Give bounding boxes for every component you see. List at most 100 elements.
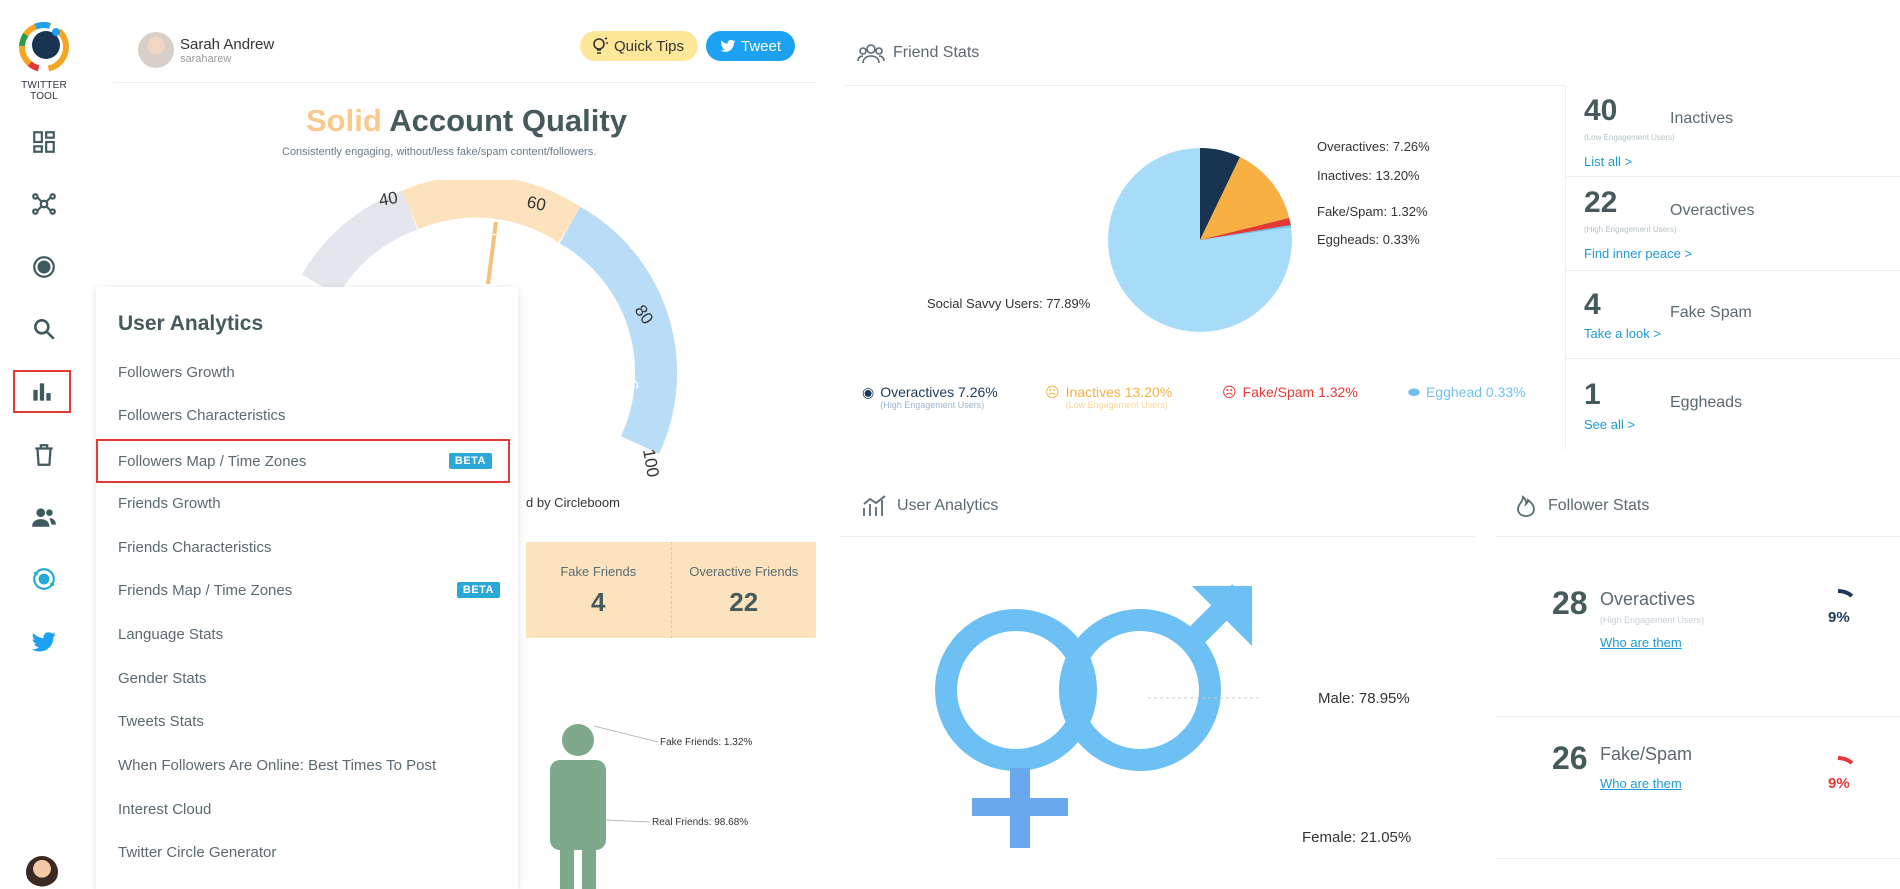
user-avatar[interactable] <box>26 856 58 888</box>
stat-label: Fake Spam <box>1670 304 1752 321</box>
fake-spam-ring <box>1837 755 1854 765</box>
quality-level: Solid <box>306 103 382 138</box>
stat-value: 4 <box>1584 288 1601 321</box>
pie-label-inactives: Inactives: 13.20% <box>1317 168 1420 183</box>
pie-label-fake: Fake/Spam: 1.32% <box>1317 204 1428 219</box>
menu-item-language-stats[interactable]: Language Stats <box>96 615 516 653</box>
stat-value: 22 <box>1584 186 1618 219</box>
menu-item-followers-characteristics[interactable]: Followers Characteristics <box>96 396 516 434</box>
follower-stat-fake-spam: 26 Fake/Spam Who are them 9% <box>1552 740 1892 840</box>
sad-face-icon: ☹ <box>1045 384 1060 400</box>
stat-row-inactives: 40 Inactives (Low Engagement Users) List… <box>1570 86 1900 176</box>
stat-label: Overactives <box>1600 589 1696 609</box>
stat-value: 1 <box>1584 378 1601 411</box>
flame-icon <box>1517 495 1535 517</box>
app-logo-icon[interactable] <box>18 20 70 72</box>
header-divider <box>113 82 816 83</box>
fake-friends-label: Fake Friends <box>560 564 637 579</box>
menu-item-followers-growth[interactable]: Followers Growth <box>96 353 516 391</box>
twitter-icon[interactable] <box>26 624 62 660</box>
search-icon[interactable] <box>26 311 62 347</box>
legend-label: Egghead 0.33% <box>1425 384 1526 400</box>
legend-sub: (High Engagement Users) <box>880 400 985 410</box>
overactive-friends-card: Overactive Friends 22 <box>672 542 817 638</box>
menu-item-label: Followers Characteristics <box>118 406 286 424</box>
twitter-bird-icon <box>720 40 736 52</box>
friend-stats-title: Friend Stats <box>857 41 979 65</box>
fake-friends-pct: Fake Friends: 1.32% <box>660 737 752 748</box>
analytics-chart-icon <box>863 495 886 516</box>
account-quality-title: Solid Account Quality <box>306 103 627 139</box>
friends-group-icon <box>857 44 885 64</box>
find-inner-peace-link[interactable]: Find inner peace > <box>1584 246 1693 261</box>
gauge-label-solid: SOLID <box>464 217 514 242</box>
menu-item-followers-map[interactable]: Followers Map / Time Zones BETA <box>96 439 510 483</box>
lightbulb-icon: ◉ <box>862 384 875 400</box>
menu-item-best-times[interactable]: When Followers Are Online: Best Times To… <box>96 746 516 784</box>
profile-handle: saraharew <box>180 52 232 65</box>
stat-label: Eggheads <box>1670 394 1743 411</box>
quality-gauge: 40 60 80 100 SOLID OUTSTANDING <box>301 180 678 479</box>
legend-sub: (Low Engagement Users) <box>1065 400 1168 410</box>
male-pct: Male: 78.95% <box>1318 690 1410 707</box>
quick-tips-button[interactable]: Quick Tips <box>580 31 699 61</box>
menu-item-label: Friends Map / Time Zones <box>118 581 293 599</box>
fake-friends-card: Fake Friends 4 <box>526 542 672 638</box>
menu-item-circle-generator[interactable]: Twitter Circle Generator <box>96 833 516 871</box>
dashboard-icon[interactable] <box>26 124 62 160</box>
menu-item-friends-growth[interactable]: Friends Growth <box>96 484 516 522</box>
profile-avatar <box>138 32 174 68</box>
friend-stats-title-text: Friend Stats <box>893 44 980 61</box>
menu-item-label: Friends Characteristics <box>118 538 272 556</box>
legend-overactives: ◉ Overactives 7.26% (High Engagement User… <box>862 384 998 410</box>
stat-value: 40 <box>1584 94 1618 127</box>
real-friends-pct: Real Friends: 98.68% <box>652 817 748 828</box>
sidebar: TWITTER TOOL <box>0 0 88 889</box>
menu-item-interest-cloud[interactable]: Interest Cloud <box>96 790 516 828</box>
who-are-them-link[interactable]: Who are them <box>1600 635 1682 650</box>
tweet-button[interactable]: Tweet <box>706 31 796 61</box>
menu-item-label: Friends Growth <box>118 494 221 512</box>
overactives-ring <box>1837 588 1854 598</box>
stat-percent: 9% <box>1828 775 1850 792</box>
menu-item-gender-stats[interactable]: Gender Stats <box>96 659 516 697</box>
circle-sync-icon[interactable] <box>26 561 62 597</box>
account-quality-subtitle: Consistently engaging, without/less fake… <box>282 146 597 158</box>
trash-icon[interactable] <box>26 437 62 473</box>
stat-label: Inactives <box>1670 110 1734 127</box>
follower-stats-divider <box>1495 536 1900 537</box>
menu-item-label: When Followers Are Online: Best Times To… <box>118 756 437 774</box>
follower-stat-overactives: 28 Overactives (High Engagement Users) W… <box>1552 585 1892 685</box>
menu-item-label: Followers Growth <box>118 363 235 381</box>
menu-item-label: Twitter Circle Generator <box>118 843 277 861</box>
menu-item-friends-characteristics[interactable]: Friends Characteristics <box>96 528 516 566</box>
overactive-friends-value: 22 <box>729 587 759 617</box>
see-all-link[interactable]: See all > <box>1584 417 1635 432</box>
list-all-link[interactable]: List all > <box>1584 154 1633 169</box>
stat-sub: (High Engagement Users) <box>1584 225 1677 234</box>
who-are-them-link[interactable]: Who are them <box>1600 776 1682 791</box>
pie-label-social: Social Savvy Users: 77.89% <box>927 296 1091 311</box>
overactive-friends-label: Overactive Friends <box>689 564 799 579</box>
quick-tips-label: Quick Tips <box>614 37 685 55</box>
stat-value: 28 <box>1552 585 1588 621</box>
powered-by-text: d by Circleboom <box>526 495 620 510</box>
users-icon[interactable] <box>26 499 62 535</box>
profile-name: Sarah Andrew <box>180 35 275 53</box>
menu-item-friends-map[interactable]: Friends Map / Time Zones BETA <box>96 571 516 609</box>
target-icon[interactable] <box>26 249 62 285</box>
user-analytics-title-text: User Analytics <box>897 497 999 514</box>
stat-sub: (Low Engagement Users) <box>1584 133 1675 142</box>
bar-chart-icon[interactable] <box>13 370 71 413</box>
menu-item-tweets-stats[interactable]: Tweets Stats <box>96 702 516 740</box>
menu-item-label: Gender Stats <box>118 669 207 687</box>
network-icon[interactable] <box>26 186 62 222</box>
take-a-look-link[interactable]: Take a look > <box>1584 326 1661 341</box>
quality-title-rest: Account Quality <box>381 103 627 138</box>
stat-label: Overactives <box>1670 202 1755 219</box>
stat-divider <box>1565 176 1900 177</box>
follower-stats-title: Follower Stats <box>1512 494 1649 518</box>
stat-row-overactives: 22 Overactives (High Engagement Users) F… <box>1570 178 1900 268</box>
gauge-tick-100: 100 <box>639 447 663 478</box>
stat-row-fake-spam: 4 Fake Spam Take a look > <box>1570 280 1900 370</box>
